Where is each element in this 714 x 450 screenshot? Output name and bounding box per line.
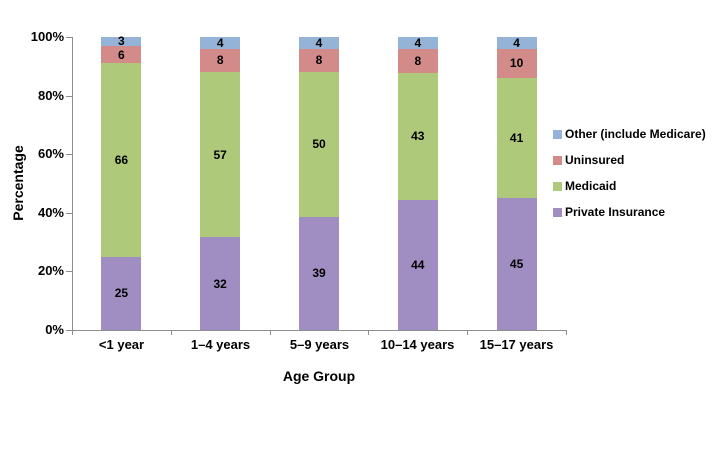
x-tick-label: 5–9 years: [289, 337, 350, 352]
bar-segment: 10: [496, 48, 537, 79]
y-tick-mark: [66, 37, 72, 38]
bar-value-label: 8: [216, 53, 224, 68]
bar-5: 45 41 10 4: [496, 35, 537, 330]
bar-segment: 41: [496, 78, 537, 199]
bar-value-label: 57: [213, 147, 227, 162]
bar-4: 44 43 8 4: [397, 35, 438, 330]
legend-swatch-icon: [553, 207, 562, 217]
legend-swatch-icon: [553, 129, 562, 139]
x-tick-label: 15–17 years: [479, 337, 554, 352]
x-axis-title: Age Group: [282, 368, 356, 384]
bar-segment: 8: [299, 48, 339, 72]
legend-swatch-icon: [553, 155, 562, 165]
bar-1: 25 66 6 3: [101, 34, 142, 330]
bar-segment: 66: [101, 63, 142, 257]
bar-2: 32 57 8 4: [200, 35, 241, 330]
bar-value-label: 4: [414, 35, 422, 50]
y-tick-label: 20%: [37, 263, 64, 278]
x-axis-line: [72, 330, 567, 331]
bar-value-label: 43: [411, 129, 425, 144]
bar-value-label: 6: [118, 47, 125, 62]
legend-label: Private Insurance: [565, 205, 666, 219]
legend-item: Other (include Medicare): [553, 127, 706, 141]
x-tick-mark: [72, 331, 73, 335]
bar-segment: 43: [397, 72, 438, 200]
x-tick-mark: [270, 331, 271, 335]
y-tick-mark: [66, 213, 72, 214]
bar-segment: 45: [496, 198, 537, 330]
bar-segment: 4: [496, 35, 537, 50]
y-tick-label: 80%: [37, 88, 64, 103]
bar-value-label: 39: [312, 266, 326, 281]
bar-segment: 6: [101, 45, 142, 64]
y-tick-mark: [66, 271, 72, 272]
bar-value-label: 4: [315, 35, 323, 50]
bar-segment: 4: [200, 35, 241, 50]
y-tick-label: 100%: [30, 29, 64, 44]
legend-label: Other (include Medicare): [565, 127, 706, 141]
x-tick-label: 10–14 years: [380, 337, 455, 352]
y-tick-mark: [66, 154, 72, 155]
bar-segment: 4: [397, 35, 438, 50]
legend-label: Uninsured: [565, 153, 625, 167]
y-tick-label: 0%: [45, 322, 64, 337]
bar-segment: 32: [200, 237, 241, 330]
legend-label: Medicaid: [565, 179, 617, 193]
legend-item: Uninsured: [553, 153, 624, 167]
bar-value-label: 50: [312, 137, 326, 152]
x-tick-mark: [171, 331, 172, 335]
bar-segment: 57: [200, 71, 241, 238]
x-tick-label: <1 year: [98, 337, 145, 352]
bar-segment: 4: [299, 37, 339, 49]
legend-swatch-icon: [553, 181, 562, 191]
x-tick-mark: [368, 331, 369, 335]
bar-value-label: 8: [414, 53, 422, 68]
bar-value-label: 45: [509, 257, 524, 272]
bar-segment: 39: [299, 216, 339, 330]
bar-value-label: 32: [213, 276, 227, 291]
bar-segment: 44: [397, 199, 438, 330]
bar-value-label: 41: [509, 131, 524, 146]
y-tick-mark: [66, 96, 72, 97]
bar-value-label: 4: [216, 35, 224, 50]
y-tick-label: 60%: [37, 146, 64, 161]
bar-segment: 8: [397, 48, 438, 73]
bar-segment: 50: [299, 71, 339, 217]
y-tick-mark: [66, 330, 72, 331]
y-tick-label: 40%: [37, 205, 64, 220]
x-tick-mark: [566, 331, 567, 335]
bar-value-label: 4: [513, 35, 520, 50]
bar-3: 39 50 8 4: [299, 37, 339, 330]
plot-area: 25 66 6 3 32 57 8 4 39 50 8 4 44 43 8 4 45 41 10 4: [72, 34, 566, 330]
x-tick-label: 1–4 years: [190, 337, 251, 352]
y-axis-line: [72, 37, 73, 331]
bar-segment: 3: [101, 34, 142, 49]
legend-item: Private Insurance: [553, 205, 665, 219]
legend-item: Medicaid: [553, 179, 616, 193]
bar-value-label: 10: [509, 56, 524, 71]
bar-value-label: 8: [315, 53, 323, 68]
bar-value-label: 3: [118, 34, 125, 49]
bar-value-label: 66: [114, 153, 129, 168]
x-tick-mark: [467, 331, 468, 335]
bar-segment: 25: [101, 256, 142, 330]
bar-value-label: 44: [411, 257, 425, 272]
bar-value-label: 25: [114, 286, 129, 301]
bar-segment: 8: [200, 48, 241, 72]
